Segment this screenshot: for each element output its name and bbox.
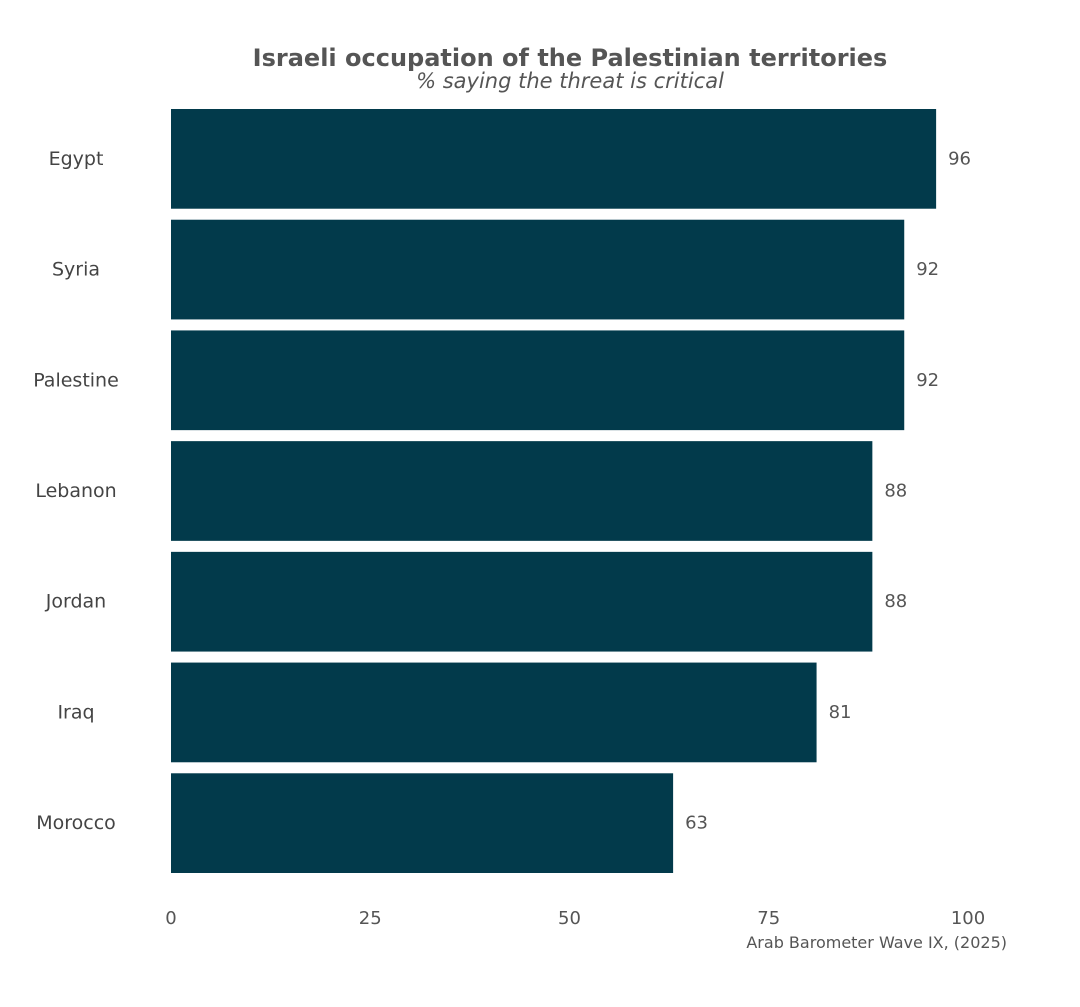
category-label-palestine: Palestine: [33, 369, 119, 391]
value-label-palestine: 92: [916, 370, 939, 391]
category-labels: Egypt Syria Palestine Lebanon Jordan Iraq Moro…: [33, 148, 119, 834]
value-label-iraq: 81: [829, 702, 852, 723]
category-label-jordan: Jordan: [45, 591, 106, 613]
bars-group: [171, 109, 937, 873]
x-tick-label: 0: [165, 908, 176, 929]
category-label-syria: Syria: [52, 259, 100, 281]
bar-morocco: [171, 773, 674, 873]
chart-caption: Arab Barometer Wave IX, (2025): [746, 933, 1007, 952]
value-label-jordan: 88: [884, 591, 907, 612]
value-label-morocco: 63: [685, 813, 708, 834]
category-label-lebanon: Lebanon: [35, 480, 116, 502]
value-label-syria: 92: [916, 259, 939, 280]
bar-egypt: [171, 109, 937, 209]
x-tick-label: 25: [359, 908, 382, 929]
x-axis-ticks: 0 25 50 75 100: [165, 908, 985, 929]
x-tick-label: 75: [757, 908, 780, 929]
category-label-iraq: Iraq: [57, 701, 94, 723]
bar-palestine: [171, 330, 905, 431]
value-label-egypt: 96: [948, 148, 971, 169]
x-tick-label: 50: [558, 908, 581, 929]
bar-jordan: [171, 551, 873, 652]
value-labels: 96 92 92 88 88 81 63: [685, 148, 971, 833]
category-label-morocco: Morocco: [36, 812, 116, 834]
bar-syria: [171, 219, 905, 320]
category-label-egypt: Egypt: [49, 148, 104, 170]
x-tick-label: 100: [951, 908, 985, 929]
bar-iraq: [171, 662, 817, 763]
bar-lebanon: [171, 441, 873, 541]
value-label-lebanon: 88: [884, 481, 907, 502]
chart-subtitle: % saying the threat is critical: [416, 69, 724, 93]
chart-title: Israeli occupation of the Palestinian te…: [253, 44, 888, 72]
